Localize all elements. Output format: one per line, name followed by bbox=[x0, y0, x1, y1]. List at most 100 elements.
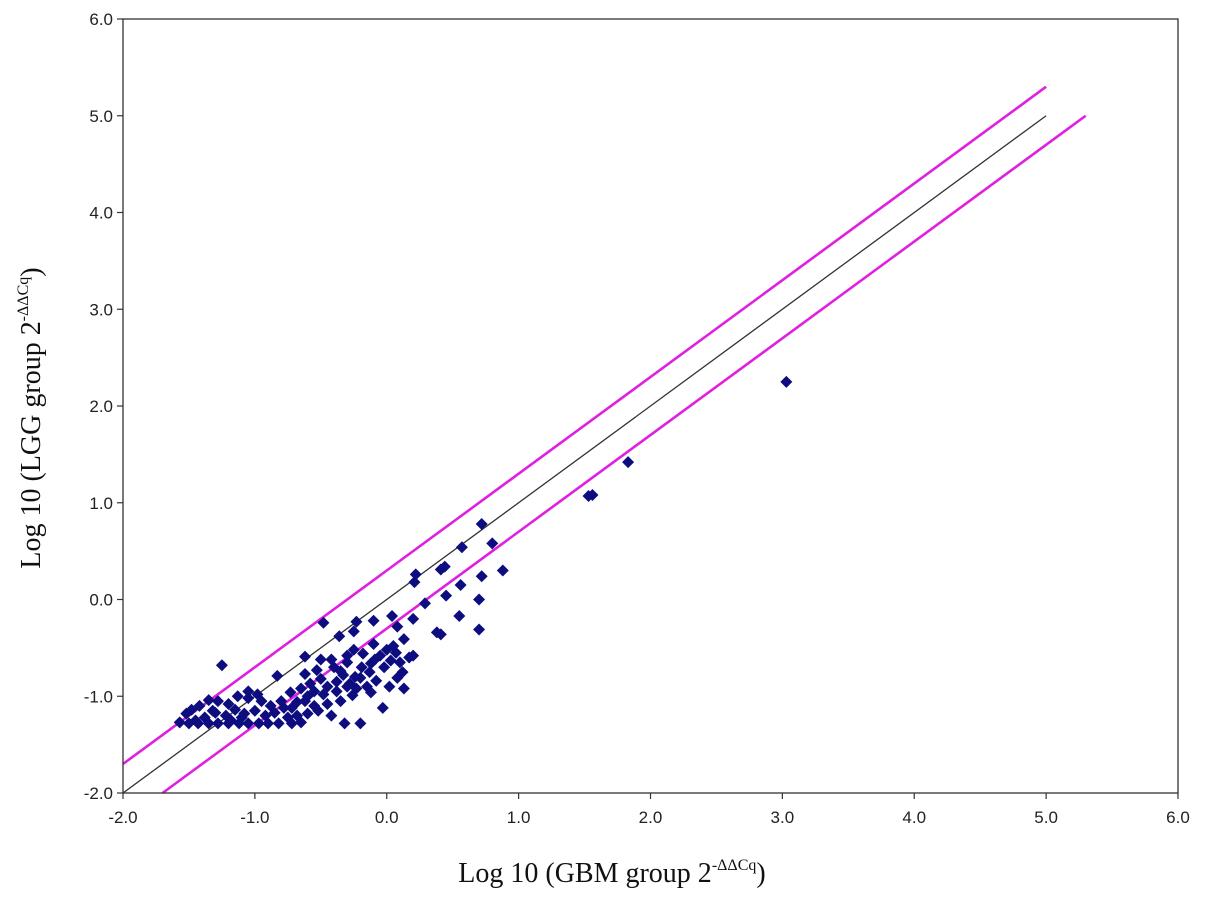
data-point bbox=[298, 667, 311, 680]
data-point bbox=[182, 717, 195, 730]
data-point bbox=[298, 650, 311, 663]
data-point bbox=[440, 589, 453, 602]
data-point bbox=[384, 654, 397, 667]
data-point bbox=[341, 656, 354, 669]
y-tick-label: -2.0 bbox=[84, 784, 113, 803]
x-tick-label: 2.0 bbox=[639, 808, 663, 827]
x-axis-ticks: -2.0 -1.0 0.0 1.0 2.0 3.0 4.0 5.0 6.0 bbox=[108, 793, 1190, 827]
data-point bbox=[215, 659, 228, 672]
data-point bbox=[325, 653, 338, 666]
data-point bbox=[389, 646, 402, 659]
data-point bbox=[434, 628, 447, 641]
data-point bbox=[378, 661, 391, 674]
data-points bbox=[173, 375, 793, 730]
data-point bbox=[586, 489, 599, 502]
data-point bbox=[272, 717, 285, 730]
data-point bbox=[622, 456, 635, 469]
data-point bbox=[391, 620, 404, 633]
data-point bbox=[314, 653, 327, 666]
data-point bbox=[317, 688, 330, 701]
data-point bbox=[202, 717, 215, 730]
data-point bbox=[298, 695, 311, 708]
x-tick-label: -2.0 bbox=[108, 808, 137, 827]
data-point bbox=[242, 685, 255, 698]
data-point bbox=[367, 614, 380, 627]
data-point bbox=[206, 704, 219, 717]
data-point bbox=[393, 656, 406, 669]
data-point bbox=[349, 670, 362, 683]
data-point bbox=[192, 717, 205, 730]
y-axis-label: Log 10 (LGG group 2-ΔΔCq) bbox=[15, 267, 47, 568]
data-point bbox=[312, 704, 325, 717]
y-tick-label: 1.0 bbox=[89, 494, 113, 513]
data-point bbox=[386, 609, 399, 622]
data-point bbox=[391, 671, 404, 684]
y-tick-label: 3.0 bbox=[89, 300, 113, 319]
data-point bbox=[330, 675, 343, 688]
data-point bbox=[341, 649, 354, 662]
data-point bbox=[357, 647, 370, 660]
data-point bbox=[409, 568, 422, 581]
data-point bbox=[455, 541, 468, 554]
data-point bbox=[453, 609, 466, 622]
data-point bbox=[314, 672, 327, 685]
data-point bbox=[211, 717, 224, 730]
data-point bbox=[222, 697, 235, 710]
data-point bbox=[780, 375, 793, 388]
y-tick-label: 0.0 bbox=[89, 591, 113, 610]
data-point bbox=[211, 695, 224, 708]
data-point bbox=[407, 649, 420, 662]
data-point bbox=[383, 680, 396, 693]
data-point bbox=[341, 680, 354, 693]
data-point bbox=[285, 717, 298, 730]
data-point bbox=[334, 665, 347, 678]
data-point bbox=[229, 703, 242, 716]
data-point bbox=[355, 661, 368, 674]
data-point bbox=[235, 711, 248, 724]
data-point bbox=[308, 685, 321, 698]
data-point bbox=[330, 685, 343, 698]
data-point bbox=[275, 695, 288, 708]
data-point bbox=[347, 643, 360, 656]
data-point bbox=[225, 714, 238, 727]
data-point bbox=[408, 576, 421, 589]
data-point bbox=[242, 717, 255, 730]
data-point bbox=[367, 638, 380, 651]
data-point bbox=[180, 707, 193, 720]
data-point bbox=[301, 707, 314, 720]
data-point bbox=[262, 717, 275, 730]
data-point bbox=[325, 709, 338, 722]
data-point bbox=[334, 695, 347, 708]
data-point bbox=[321, 697, 334, 710]
data-point bbox=[252, 717, 265, 730]
y-tick-label: -1.0 bbox=[84, 687, 113, 706]
data-point bbox=[475, 518, 488, 531]
data-point bbox=[364, 686, 377, 699]
data-point bbox=[295, 682, 308, 695]
x-tick-label: 5.0 bbox=[1034, 808, 1058, 827]
data-point bbox=[295, 716, 308, 729]
data-point bbox=[173, 716, 186, 729]
x-axis-label: Log 10 (GBM group 2-ΔΔCq) bbox=[458, 857, 765, 889]
y-tick-label: 6.0 bbox=[89, 10, 113, 29]
data-point bbox=[370, 674, 383, 687]
data-point bbox=[397, 633, 410, 646]
data-point bbox=[407, 612, 420, 625]
data-point bbox=[202, 694, 215, 707]
data-point bbox=[347, 625, 360, 638]
data-point bbox=[242, 692, 255, 705]
x-tick-label: -1.0 bbox=[240, 808, 269, 827]
data-point bbox=[231, 690, 244, 703]
x-tick-label: 1.0 bbox=[507, 808, 531, 827]
x-tick-label: 6.0 bbox=[1166, 808, 1190, 827]
y-axis-ticks: -2.0 -1.0 0.0 1.0 2.0 3.0 4.0 5.0 6.0 bbox=[84, 10, 123, 803]
data-point bbox=[475, 570, 488, 583]
data-point bbox=[251, 688, 264, 701]
data-point bbox=[350, 682, 363, 695]
data-point bbox=[418, 597, 431, 610]
x-tick-label: 3.0 bbox=[771, 808, 795, 827]
data-point bbox=[354, 717, 367, 730]
data-point bbox=[473, 623, 486, 636]
data-point bbox=[376, 701, 389, 714]
data-point bbox=[496, 564, 509, 577]
